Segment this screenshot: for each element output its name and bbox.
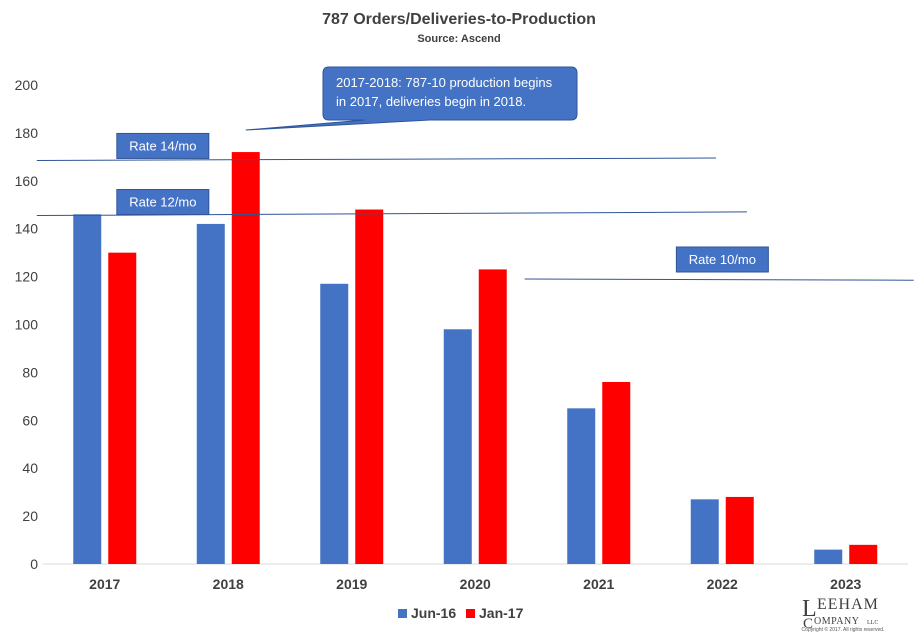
reference-label-box <box>675 246 769 273</box>
bars <box>73 152 878 565</box>
logo-name-bottom: OMPANY <box>814 616 859 627</box>
reference-label: Rate 10/mo <box>689 252 756 267</box>
bar-jan-17-2019 <box>355 209 384 565</box>
y-tick-label: 20 <box>22 508 38 524</box>
bar-jun-16-2020 <box>443 329 472 564</box>
reference-label: Rate 14/mo <box>129 138 196 153</box>
legend-swatch <box>466 609 475 618</box>
x-tick-label: 2021 <box>583 576 614 592</box>
x-tick-label: 2022 <box>707 576 738 592</box>
legend-label: Jun-16 <box>411 605 456 621</box>
x-tick-label: 2017 <box>89 576 120 592</box>
y-tick-label: 0 <box>30 556 38 572</box>
bar-jun-16-2019 <box>320 283 349 564</box>
logo-initial-l: L <box>802 596 817 622</box>
x-tick-label: 2023 <box>830 576 861 592</box>
y-tick-label: 60 <box>22 412 38 428</box>
y-tick-label: 120 <box>15 269 39 285</box>
x-tick-label: 2019 <box>336 576 367 592</box>
bar-jun-16-2022 <box>690 499 719 564</box>
chart-title: 787 Orders/Deliveries-to-Production <box>322 11 596 28</box>
callout: 2017-2018: 787-10 production begins in 20… <box>245 66 578 131</box>
reference-label-box <box>116 132 210 159</box>
bar-jun-16-2017 <box>73 214 102 564</box>
y-tick-label: 200 <box>15 77 39 93</box>
y-tick-label: 40 <box>22 460 38 476</box>
reference-label: Rate 12/mo <box>129 195 196 210</box>
y-tick-label: 160 <box>15 173 39 189</box>
logo-suffix: LLC <box>867 620 878 626</box>
bar-jan-17-2020 <box>478 269 507 564</box>
logo-initial-c: C <box>803 616 813 632</box>
legend-swatch <box>398 609 407 618</box>
y-tick-label: 80 <box>22 364 38 380</box>
leeham-logo: L EEHAM C OMPANY LLC Copyright © 2017. A… <box>802 596 885 633</box>
logo-name-top: EEHAM <box>817 596 879 613</box>
legend-label: Jan-17 <box>479 605 524 621</box>
x-tick-label: 2018 <box>213 576 244 592</box>
bar-jun-16-2018 <box>196 223 225 564</box>
bar-jun-16-2023 <box>814 549 843 564</box>
reference-label-box <box>116 189 210 216</box>
bar-jan-17-2023 <box>849 544 878 564</box>
bar-jun-16-2021 <box>567 408 596 564</box>
callout-text: 2017-2018: 787-10 production begins <box>336 75 553 90</box>
y-tick-label: 140 <box>15 221 39 237</box>
callout-text: in 2017, deliveries begin in 2018. <box>336 94 526 109</box>
y-axis: 0 20 40 60 80 100 120 140 160 180 200 <box>15 77 39 572</box>
callout-bubble <box>245 66 578 131</box>
bar-jan-17-2022 <box>725 496 754 564</box>
x-axis: 2017 2018 2019 2020 2021 2022 2023 <box>89 576 861 592</box>
x-tick-label: 2020 <box>460 576 491 592</box>
chart-subtitle: Source: Ascend <box>417 33 500 45</box>
reference-line <box>36 157 717 161</box>
bar-jan-17-2017 <box>108 252 137 564</box>
y-tick-label: 100 <box>15 317 39 333</box>
bar-jan-17-2018 <box>231 152 260 564</box>
y-tick-label: 180 <box>15 125 39 141</box>
reference-line <box>524 278 914 281</box>
logo-copyright: Copyright © 2017. All rights reserved. <box>802 626 885 633</box>
reference-lines: Rate 14/mo Rate 12/mo Rate 10/mo <box>36 132 914 281</box>
bar-jan-17-2021 <box>602 381 631 564</box>
legend: Jun-16 Jan-17 <box>398 605 524 621</box>
